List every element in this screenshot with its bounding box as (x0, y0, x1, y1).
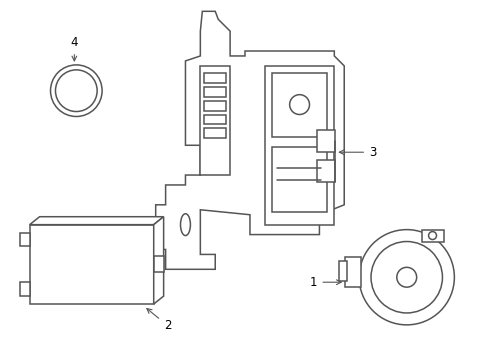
Bar (272, 147, 327, 212)
Bar (265, 66, 334, 225)
Bar (20, 282, 30, 296)
Bar (345, 257, 361, 287)
Circle shape (397, 267, 416, 287)
Circle shape (50, 65, 102, 117)
Bar (204, 73, 226, 83)
Bar (318, 130, 335, 152)
Polygon shape (154, 217, 164, 304)
Circle shape (371, 242, 442, 313)
Bar (20, 233, 30, 247)
Bar (200, 66, 230, 175)
Polygon shape (421, 230, 444, 242)
Circle shape (429, 231, 437, 239)
Bar (339, 261, 347, 281)
Bar (30, 225, 154, 304)
Polygon shape (62, 74, 91, 108)
Text: 2: 2 (147, 309, 171, 332)
Circle shape (290, 95, 310, 114)
Circle shape (69, 83, 84, 99)
Text: 3: 3 (339, 146, 376, 159)
Polygon shape (156, 11, 344, 269)
Bar (204, 87, 226, 96)
Bar (272, 73, 327, 137)
Bar (204, 100, 226, 111)
Bar (204, 114, 226, 125)
Circle shape (55, 70, 97, 112)
Bar (318, 160, 335, 182)
Ellipse shape (180, 214, 191, 235)
Polygon shape (30, 217, 164, 225)
Circle shape (359, 230, 454, 325)
Bar (204, 129, 226, 138)
Text: 4: 4 (71, 36, 78, 61)
Text: 1: 1 (310, 276, 341, 289)
Bar (154, 256, 164, 272)
